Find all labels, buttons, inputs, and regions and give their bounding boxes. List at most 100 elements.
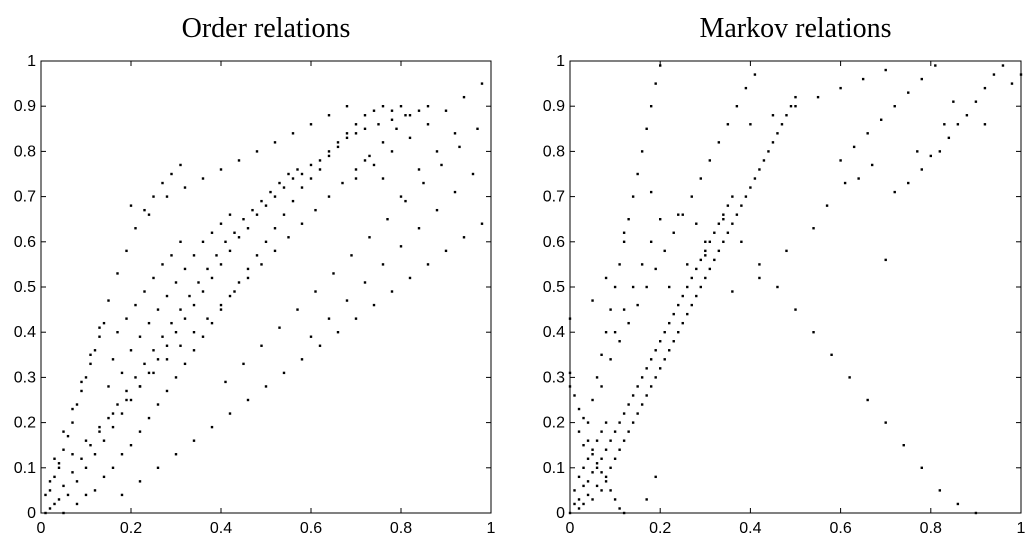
scatter-point (273, 249, 277, 253)
scatter-point (627, 430, 630, 433)
scatter-point (735, 105, 739, 108)
scatter-point (143, 208, 146, 212)
scatter-point (192, 349, 196, 352)
scatter-point (672, 312, 675, 316)
scatter-point (758, 276, 761, 280)
scatter-point (704, 240, 707, 243)
scatter-point (354, 177, 358, 180)
scatter-point (368, 236, 371, 239)
y-tick-label: 0.4 (14, 324, 36, 341)
scatter-point (654, 376, 657, 379)
scatter-point (753, 73, 757, 76)
scatter-point (573, 394, 576, 397)
scatter-point (884, 258, 887, 262)
scatter-point (314, 208, 317, 212)
scatter-point (201, 335, 205, 338)
scatter-point (300, 222, 304, 225)
scatter-point (695, 222, 698, 225)
scatter-point (210, 425, 214, 429)
scatter-point (992, 73, 996, 76)
scatter-point (215, 254, 218, 257)
scatter-point (444, 109, 448, 112)
scatter-point (183, 362, 187, 366)
scatter-point (417, 227, 421, 230)
scatter-point (84, 439, 88, 442)
scatter-point (273, 227, 277, 230)
scatter-point (107, 299, 110, 302)
scatter-point (609, 358, 612, 361)
scatter-point (161, 181, 164, 185)
scatter-point (233, 290, 236, 293)
scatter-point (794, 105, 797, 108)
scatter-point (1010, 82, 1014, 85)
scatter-point (287, 172, 290, 176)
scatter-point (224, 240, 227, 243)
scatter-point (839, 159, 842, 162)
scatter-point (686, 285, 689, 289)
scatter-point (102, 321, 106, 325)
scatter-point (381, 177, 385, 180)
scatter-point (462, 236, 466, 239)
scatter-point (938, 489, 942, 492)
scatter-point (192, 439, 196, 442)
scatter-point (938, 150, 942, 153)
scatter-point (260, 344, 263, 347)
scatter-point (75, 502, 79, 506)
scatter-point (129, 398, 133, 402)
scatter-point (812, 227, 815, 230)
scatter-point (618, 448, 621, 451)
scatter-point (640, 263, 644, 266)
scatter-point (699, 177, 702, 180)
scatter-point (476, 127, 479, 130)
scatter-point (57, 498, 61, 501)
y-tick-label: 0.4 (543, 324, 565, 341)
scatter-point (830, 353, 833, 356)
scatter-point (291, 132, 295, 135)
y-tick-label: 0.9 (14, 98, 36, 115)
scatter-point (713, 258, 716, 262)
scatter-point (645, 127, 648, 130)
scatter-point (381, 105, 385, 108)
scatter-point (116, 272, 119, 275)
scatter-point (332, 272, 335, 275)
scatter-point (627, 321, 630, 325)
scatter-point (453, 190, 457, 194)
scatter-point (568, 385, 572, 388)
scatter-point (857, 177, 860, 180)
scatter-point (866, 398, 869, 402)
scatter-point (622, 231, 626, 234)
scatter-point (246, 398, 250, 402)
scatter-point (600, 430, 603, 433)
scatter-point (111, 412, 115, 415)
scatter-point (480, 222, 484, 225)
scatter-point (156, 358, 160, 361)
scatter-point (659, 218, 662, 221)
scatter-point (120, 453, 124, 456)
scatter-point (717, 222, 721, 225)
scatter-point (278, 181, 281, 185)
scatter-point (668, 321, 671, 325)
y-tick-label: 0.6 (14, 234, 36, 251)
scatter-point (636, 303, 639, 307)
scatter-point (699, 285, 702, 289)
scatter-point (161, 335, 164, 338)
scatter-point (681, 294, 684, 298)
scatter-point (586, 421, 590, 424)
scatter-point (717, 249, 721, 253)
scatter-point (848, 376, 851, 379)
scatter-point (183, 317, 187, 320)
scatter-point (704, 254, 707, 257)
scatter-point (1001, 64, 1005, 67)
y-tick-label: 0.3 (543, 369, 565, 386)
scatter-point (943, 123, 946, 126)
scatter-point (80, 457, 83, 460)
scatter-point (66, 493, 70, 497)
scatter-point (170, 321, 173, 325)
scatter-point (422, 181, 425, 185)
scatter-point (591, 498, 594, 501)
scatter-point (604, 276, 608, 280)
x-tick-label: 0.4 (739, 520, 761, 536)
scatter-point (462, 95, 466, 99)
scatter-point (920, 168, 923, 171)
